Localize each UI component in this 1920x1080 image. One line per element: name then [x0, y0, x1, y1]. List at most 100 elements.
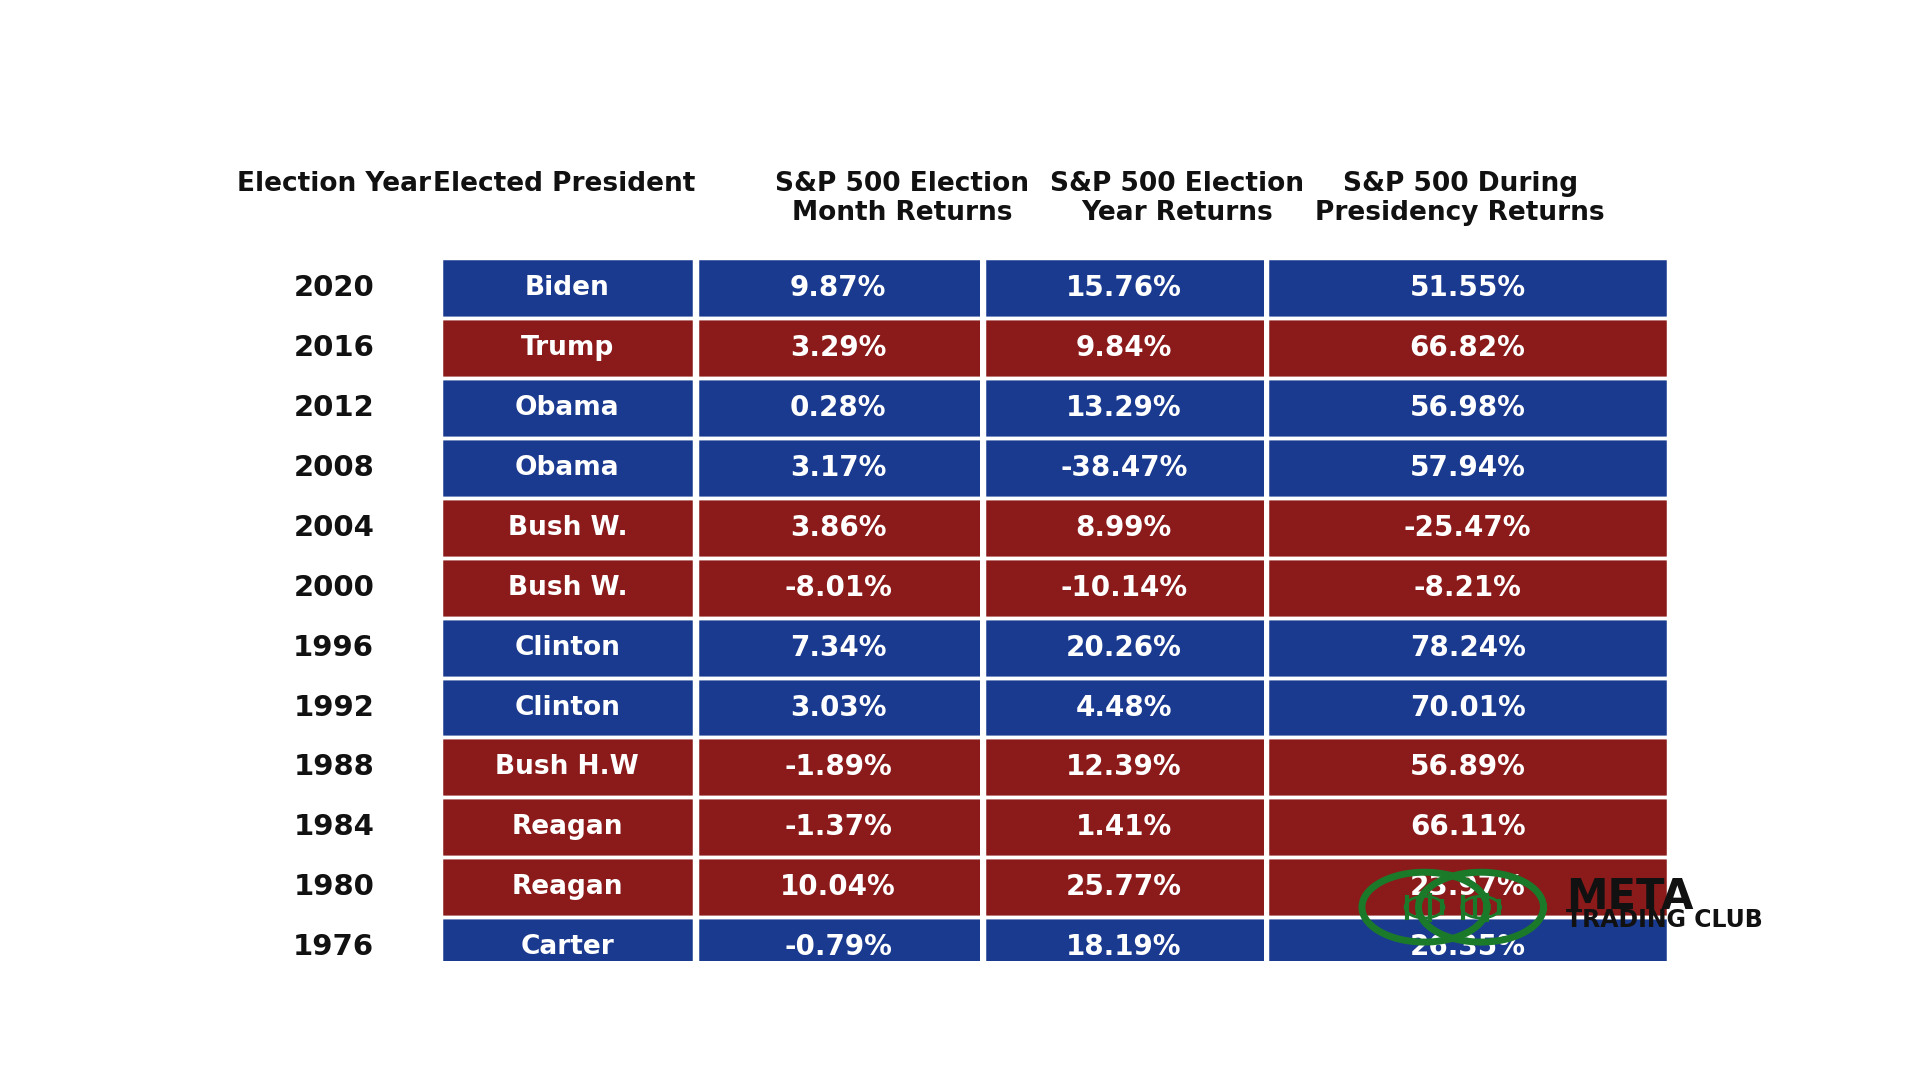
- Text: 25.77%: 25.77%: [1066, 874, 1183, 901]
- Text: 51.55%: 51.55%: [1409, 274, 1526, 302]
- Bar: [442, 378, 693, 438]
- Bar: [983, 618, 1263, 677]
- Bar: [983, 917, 1263, 977]
- Text: 26.35%: 26.35%: [1409, 933, 1526, 961]
- Text: 1996: 1996: [294, 634, 374, 662]
- Bar: [1267, 498, 1668, 558]
- Text: 2000: 2000: [294, 573, 374, 602]
- Bar: [983, 797, 1263, 858]
- Text: 3.29%: 3.29%: [789, 335, 887, 362]
- Text: 9.87%: 9.87%: [789, 274, 887, 302]
- Text: Obama: Obama: [515, 455, 620, 481]
- Text: 78.24%: 78.24%: [1409, 634, 1526, 662]
- Text: -8.01%: -8.01%: [783, 573, 893, 602]
- Bar: [983, 258, 1263, 319]
- Bar: [697, 438, 979, 498]
- Text: 66.82%: 66.82%: [1409, 335, 1526, 362]
- Bar: [983, 319, 1263, 378]
- Text: 0.28%: 0.28%: [789, 394, 887, 422]
- Bar: [983, 498, 1263, 558]
- Text: Bush W.: Bush W.: [507, 515, 628, 541]
- Bar: [697, 558, 979, 618]
- Bar: [1267, 438, 1668, 498]
- Bar: [1267, 378, 1668, 438]
- Text: S&P 500 During: S&P 500 During: [1342, 171, 1578, 197]
- Text: 7.34%: 7.34%: [789, 634, 887, 662]
- Bar: [697, 258, 979, 319]
- Bar: [442, 677, 693, 738]
- Text: 2016: 2016: [294, 335, 374, 362]
- Text: TRADING CLUB: TRADING CLUB: [1567, 908, 1763, 932]
- Bar: [697, 917, 979, 977]
- Text: 2012: 2012: [294, 394, 374, 422]
- Bar: [983, 378, 1263, 438]
- Text: Reagan: Reagan: [511, 814, 624, 840]
- Bar: [983, 438, 1263, 498]
- Bar: [1267, 738, 1668, 797]
- Bar: [1267, 558, 1668, 618]
- Text: 3.17%: 3.17%: [789, 454, 887, 482]
- Text: Presidency Returns: Presidency Returns: [1315, 200, 1605, 226]
- Bar: [1267, 917, 1668, 977]
- Text: Reagan: Reagan: [511, 874, 624, 901]
- Text: Month Returns: Month Returns: [791, 200, 1012, 226]
- Text: Obama: Obama: [515, 395, 620, 421]
- Bar: [697, 797, 979, 858]
- Text: 70.01%: 70.01%: [1409, 693, 1526, 721]
- Text: 57.94%: 57.94%: [1409, 454, 1526, 482]
- Bar: [697, 618, 979, 677]
- Bar: [442, 917, 693, 977]
- Bar: [1267, 258, 1668, 319]
- Bar: [1267, 677, 1668, 738]
- Text: 9.84%: 9.84%: [1075, 335, 1171, 362]
- Text: -25.47%: -25.47%: [1404, 514, 1532, 542]
- Bar: [697, 738, 979, 797]
- Bar: [1267, 858, 1668, 917]
- Bar: [442, 558, 693, 618]
- Text: S&P 500 Election: S&P 500 Election: [776, 171, 1029, 197]
- Text: Election Year: Election Year: [236, 171, 430, 197]
- Text: 3.03%: 3.03%: [789, 693, 887, 721]
- Bar: [442, 738, 693, 797]
- Bar: [983, 738, 1263, 797]
- Bar: [697, 498, 979, 558]
- Bar: [442, 797, 693, 858]
- Text: 1980: 1980: [294, 874, 374, 901]
- Text: Clinton: Clinton: [515, 635, 620, 661]
- Bar: [697, 677, 979, 738]
- Text: Bush W.: Bush W.: [507, 575, 628, 600]
- Text: -10.14%: -10.14%: [1060, 573, 1187, 602]
- Text: Biden: Biden: [524, 275, 611, 301]
- Bar: [1267, 797, 1668, 858]
- Bar: [442, 498, 693, 558]
- Text: 56.98%: 56.98%: [1409, 394, 1526, 422]
- Text: Clinton: Clinton: [515, 694, 620, 720]
- Bar: [983, 558, 1263, 618]
- Text: 66.11%: 66.11%: [1409, 813, 1524, 841]
- Text: Carter: Carter: [520, 934, 614, 960]
- Text: 12.39%: 12.39%: [1066, 754, 1181, 782]
- Text: Elected President: Elected President: [434, 171, 695, 197]
- Text: -8.21%: -8.21%: [1413, 573, 1521, 602]
- Text: 13.29%: 13.29%: [1066, 394, 1181, 422]
- Bar: [442, 319, 693, 378]
- Bar: [1267, 618, 1668, 677]
- Bar: [697, 378, 979, 438]
- Text: 18.19%: 18.19%: [1066, 933, 1181, 961]
- Text: Bush H.W: Bush H.W: [495, 755, 639, 781]
- Text: 2004: 2004: [294, 514, 374, 542]
- Text: -1.89%: -1.89%: [783, 754, 893, 782]
- Text: 1976: 1976: [294, 933, 374, 961]
- Bar: [983, 858, 1263, 917]
- Bar: [697, 858, 979, 917]
- Text: -0.79%: -0.79%: [783, 933, 893, 961]
- Text: 1992: 1992: [294, 693, 374, 721]
- Text: 56.89%: 56.89%: [1409, 754, 1526, 782]
- Text: 1984: 1984: [294, 813, 374, 841]
- Text: -38.47%: -38.47%: [1060, 454, 1188, 482]
- Text: 10.04%: 10.04%: [780, 874, 897, 901]
- Text: S&P 500 Election: S&P 500 Election: [1050, 171, 1304, 197]
- Bar: [442, 258, 693, 319]
- Bar: [442, 438, 693, 498]
- Text: Trump: Trump: [520, 335, 614, 362]
